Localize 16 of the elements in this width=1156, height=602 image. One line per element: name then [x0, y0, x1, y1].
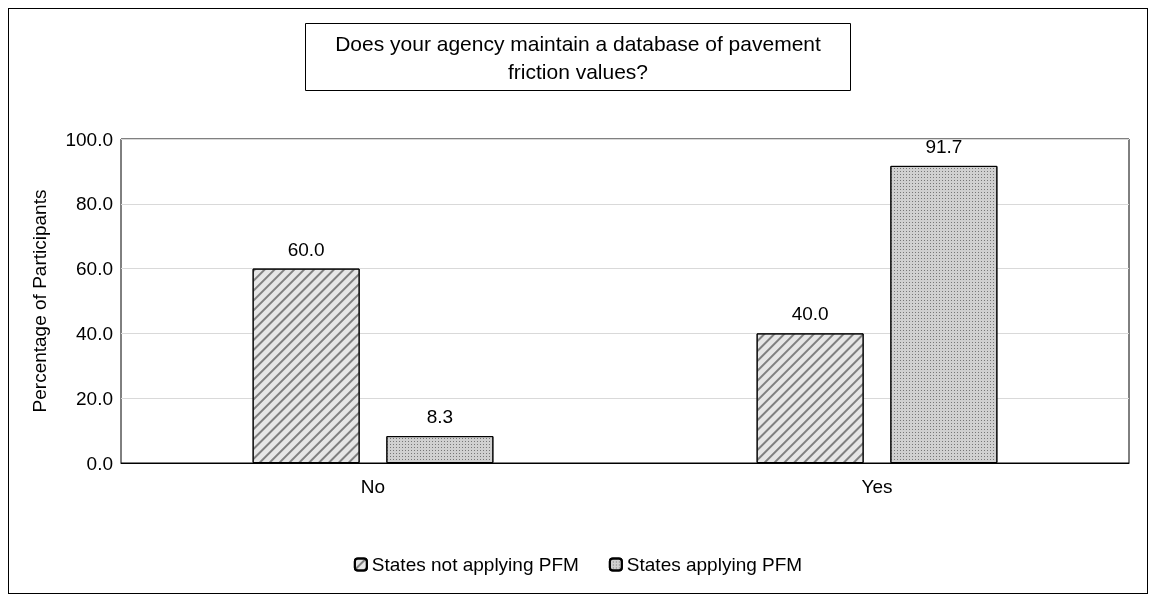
data-label: 91.7 [925, 135, 963, 157]
data-label: 8.3 [426, 406, 454, 428]
y-tick-label: 40.0 [76, 322, 113, 344]
legend-label: States applying PFM [626, 554, 803, 575]
y-tick-label: 20.0 [76, 387, 113, 409]
y-tick-label: 0.0 [86, 452, 113, 474]
y-axis-title: Percentage of Participants [29, 189, 50, 413]
data-label: 40.0 [791, 303, 829, 325]
x-tick-label: Yes [861, 476, 893, 497]
data-label: 60.0 [287, 238, 325, 260]
y-tick-label: 100.0 [65, 128, 113, 150]
y-tick-label: 80.0 [76, 193, 113, 215]
chart-title: Does your agency maintain a database of pavement friction values? [335, 31, 821, 83]
y-tick-label: 60.0 [76, 258, 113, 280]
x-tick-label: No [360, 476, 386, 497]
legend-label: States not applying PFM [371, 554, 579, 575]
